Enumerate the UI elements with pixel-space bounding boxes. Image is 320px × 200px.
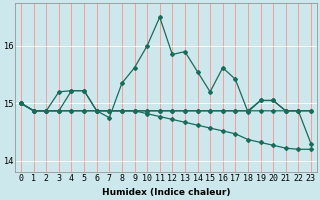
X-axis label: Humidex (Indice chaleur): Humidex (Indice chaleur) <box>102 188 230 197</box>
